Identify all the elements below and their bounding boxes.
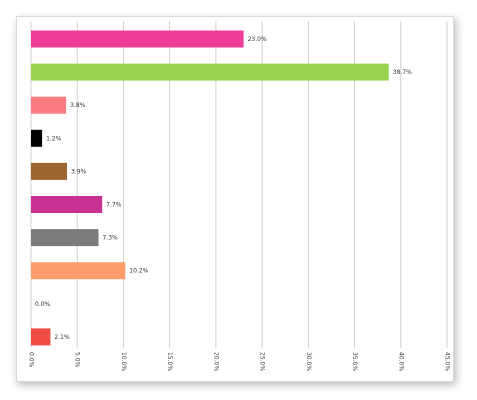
bar-chart: 23.0% 38.7% 3.8% 1.2% 3.9% 7.7% 7.3% 10.2% 0.0% 2… [28, 21, 451, 371]
x-tick-label: 30.0% [305, 352, 312, 371]
value-label: 3.8% [70, 102, 86, 109]
bar [31, 196, 103, 213]
bar [31, 96, 67, 114]
chart-panel: 23.0% 38.7% 3.8% 1.2% 3.9% 7.7% 7.3% 10.2% 0.0% 2… [16, 16, 454, 382]
value-label: 1.2% [46, 135, 62, 142]
value-label: 2.1% [54, 334, 70, 341]
value-label: 3.9% [71, 168, 87, 175]
bar [31, 229, 99, 247]
bar [31, 328, 51, 346]
x-tick-label: 0.0% [28, 352, 35, 368]
value-label: 38.7% [393, 69, 412, 76]
x-tick-label: 10.0% [120, 352, 127, 371]
x-tick-label: 20.0% [212, 352, 219, 371]
value-label: 10.2% [129, 268, 148, 275]
bar [31, 262, 126, 280]
value-label: 7.3% [102, 235, 118, 242]
value-label: 23.0% [248, 36, 267, 43]
bar [31, 63, 389, 81]
x-tick-labels: 0.0% 5.0% 10.0% 15.0% 20.0% 25.0% 30.0% 35.0% 40… [28, 352, 451, 371]
value-label: 7.7% [106, 202, 122, 209]
x-tick-label: 45.0% [444, 352, 451, 371]
x-tick-label: 5.0% [74, 352, 81, 368]
value-labels: 23.0% 38.7% 3.8% 1.2% 3.9% 7.7% 7.3% 10.2% 0.0% 2… [35, 36, 412, 341]
value-label: 0.0% [35, 301, 51, 308]
bar [31, 129, 43, 147]
bar [31, 162, 68, 180]
x-tick-label: 15.0% [166, 352, 173, 371]
x-tick-label: 35.0% [351, 352, 358, 371]
bars [31, 30, 389, 346]
bar [31, 30, 244, 48]
x-tick-label: 25.0% [259, 352, 266, 371]
x-tick-label: 40.0% [397, 352, 404, 371]
